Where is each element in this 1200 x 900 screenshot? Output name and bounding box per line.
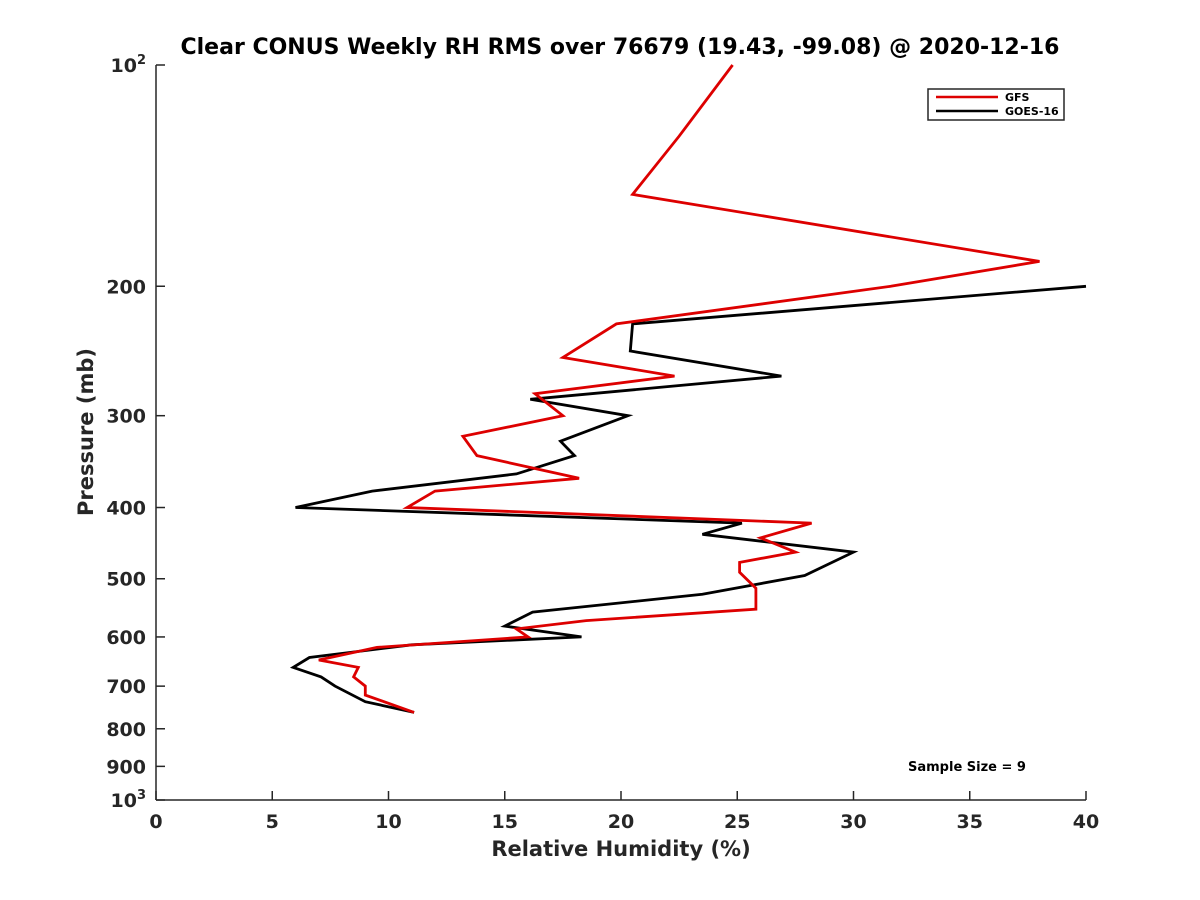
y-tick-label: 800: [106, 719, 146, 741]
y-tick-label: 600: [106, 627, 146, 649]
x-tick-label: 30: [840, 811, 866, 833]
x-tick-label: 15: [492, 811, 518, 833]
plot-lines: [289, 64, 1087, 714]
legend: GFS GOES-16: [927, 88, 1065, 121]
x-tick-label: 20: [608, 811, 634, 833]
y-tick-label: 700: [106, 676, 146, 698]
y-tick-label: 103: [111, 788, 147, 812]
x-tick-label: 40: [1073, 811, 1099, 833]
y-tick-label: 400: [106, 498, 146, 520]
y-tick-label: 200: [106, 276, 146, 298]
series-line-goes-16: [289, 284, 1087, 714]
chart-title: Clear CONUS Weekly RH RMS over 76679 (19…: [181, 35, 1060, 60]
sample-size-annotation: Sample Size = 9: [908, 760, 1026, 775]
y-tick-label: 900: [106, 756, 146, 778]
legend-label-gfs: GFS: [1005, 91, 1030, 104]
x-tick-label: 35: [957, 811, 983, 833]
axes: [155, 65, 1086, 801]
series-line-gfs: [318, 64, 1040, 714]
y-tick-label: 102: [111, 53, 147, 77]
y-axis-label: Pressure (mb): [74, 348, 98, 516]
y-tick-label: 500: [106, 569, 146, 591]
legend-label-goes-16: GOES-16: [1005, 105, 1059, 118]
x-tick-label: 5: [266, 811, 279, 833]
x-axis-label: Relative Humidity (%): [491, 837, 750, 861]
y-ticks: 102 200 300 400 500 600 700 800 900 103: [106, 53, 165, 812]
x-tick-label: 10: [375, 811, 401, 833]
x-tick-label: 25: [724, 811, 750, 833]
legend-box: [927, 88, 1065, 121]
y-tick-label: 300: [106, 406, 146, 428]
x-ticks: 0 5 10 15 20 25 30 35 40: [149, 791, 1099, 833]
x-tick-label: 0: [149, 811, 162, 833]
